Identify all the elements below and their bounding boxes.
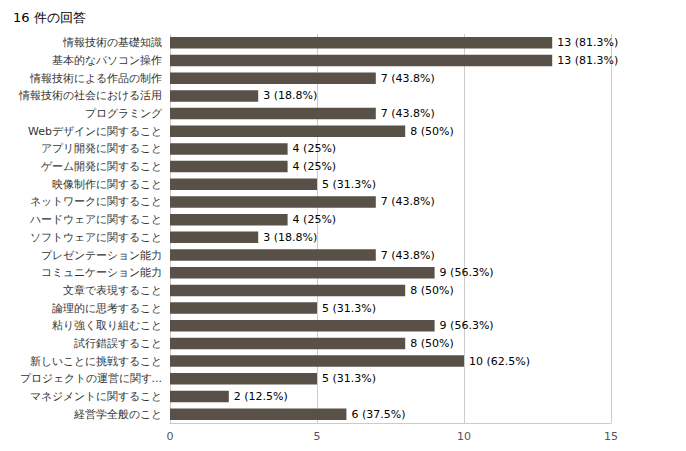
svg-text:映像制作に関すること: 映像制作に関すること: [52, 178, 162, 191]
svg-text:4 (25%): 4 (25%): [293, 142, 337, 155]
svg-text:10: 10: [457, 430, 471, 443]
svg-text:試行錯誤すること: 試行錯誤すること: [74, 337, 162, 350]
svg-text:4 (25%): 4 (25%): [293, 213, 337, 226]
svg-text:基本的なパソコン操作: 基本的なパソコン操作: [52, 54, 162, 67]
svg-text:5 (31.3%): 5 (31.3%): [322, 178, 376, 191]
svg-text:8 (50%): 8 (50%): [410, 284, 454, 297]
svg-text:5 (31.3%): 5 (31.3%): [322, 302, 376, 315]
svg-text:プレゼンテーション能力: プレゼンテーション能力: [41, 249, 162, 262]
svg-text:8 (50%): 8 (50%): [410, 125, 454, 138]
svg-text:6 (37.5%): 6 (37.5%): [351, 408, 405, 421]
svg-text:ゲーム開発に関すること: ゲーム開発に関すること: [41, 160, 162, 173]
svg-text:マネジメントに関すること: マネジメントに関すること: [30, 390, 162, 403]
svg-text:プロジェクトの運営に関す...: プロジェクトの運営に関す...: [20, 372, 163, 385]
svg-text:0: 0: [167, 430, 174, 443]
svg-text:ネットワークに関すること: ネットワークに関すること: [30, 195, 162, 208]
svg-text:2 (12.5%): 2 (12.5%): [234, 390, 288, 403]
svg-text:経営学全般のこと: 経営学全般のこと: [73, 408, 162, 421]
svg-text:情報技術の社会における活用: 情報技術の社会における活用: [18, 89, 162, 102]
svg-text:プログラミング: プログラミング: [85, 107, 163, 120]
svg-text:情報技術による作品の制作: 情報技術による作品の制作: [29, 72, 162, 85]
svg-text:7 (43.8%): 7 (43.8%): [381, 195, 435, 208]
svg-text:7 (43.8%): 7 (43.8%): [381, 72, 435, 85]
svg-text:5: 5: [314, 430, 321, 443]
svg-text:9 (56.3%): 9 (56.3%): [440, 266, 494, 279]
svg-text:ハードウェアに関すること: ハードウェアに関すること: [29, 213, 162, 226]
svg-text:7 (43.8%): 7 (43.8%): [381, 107, 435, 120]
svg-text:Webデザインに関すること: Webデザインに関すること: [28, 125, 162, 138]
svg-text:13 (81.3%): 13 (81.3%): [557, 54, 618, 67]
svg-text:粘り強く取り組むこと: 粘り強く取り組むこと: [52, 319, 162, 332]
svg-text:9 (56.3%): 9 (56.3%): [440, 319, 494, 332]
svg-text:7 (43.8%): 7 (43.8%): [381, 249, 435, 262]
svg-text:15: 15: [604, 430, 618, 443]
svg-text:5 (31.3%): 5 (31.3%): [322, 372, 376, 385]
svg-text:3 (18.8%): 3 (18.8%): [263, 231, 317, 244]
svg-text:論理的に思考すること: 論理的に思考すること: [52, 302, 162, 315]
svg-text:コミュニケーション能力: コミュニケーション能力: [41, 266, 162, 279]
svg-text:13 (81.3%): 13 (81.3%): [557, 36, 618, 49]
svg-text:3 (18.8%): 3 (18.8%): [263, 89, 317, 102]
svg-text:ソフトウェアに関すること: ソフトウェアに関すること: [30, 231, 162, 244]
svg-text:新しいことに挑戦すること: 新しいことに挑戦すること: [30, 355, 162, 368]
svg-text:16 件の回答: 16 件の回答: [13, 10, 86, 25]
svg-text:情報技術の基礎知識: 情報技術の基礎知識: [62, 36, 162, 49]
svg-text:アプリ開発に関すること: アプリ開発に関すること: [41, 142, 162, 155]
svg-text:文章で表現すること: 文章で表現すること: [63, 284, 162, 297]
svg-text:4 (25%): 4 (25%): [293, 160, 337, 173]
svg-text:8 (50%): 8 (50%): [410, 337, 454, 350]
svg-text:10 (62.5%): 10 (62.5%): [469, 355, 530, 368]
